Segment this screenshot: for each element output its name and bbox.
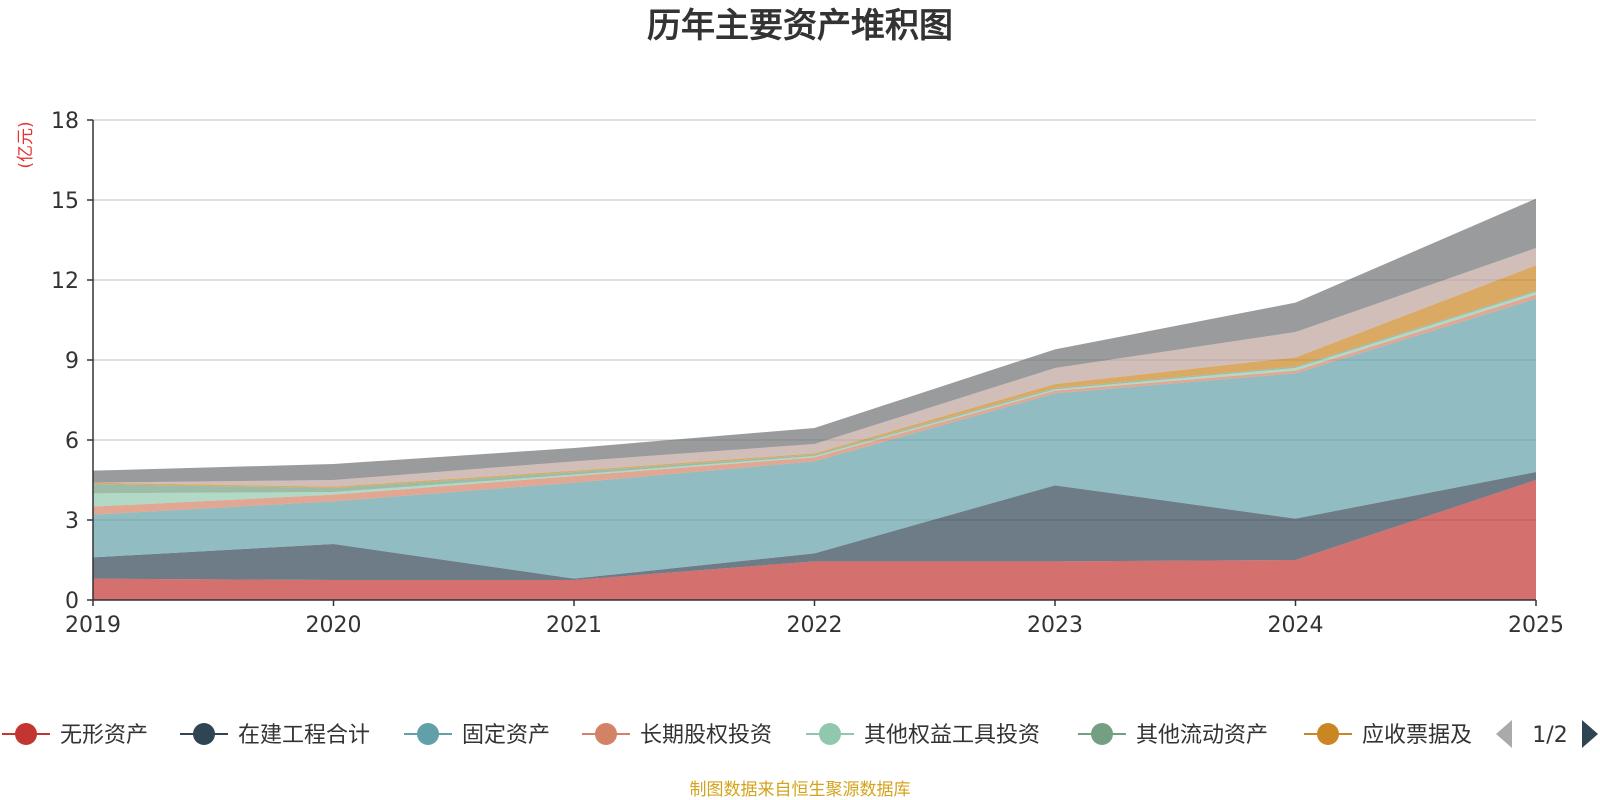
y-axis-unit-label: (亿元) — [16, 121, 36, 168]
legend-circle-marker — [15, 723, 37, 745]
y-tick-label: 9 — [65, 349, 79, 374]
x-tick-label: 2024 — [1268, 613, 1324, 638]
chart-title: 历年主要资产堆积图 — [647, 6, 953, 46]
legend-circle-marker — [1091, 723, 1113, 745]
legend-item[interactable]: 应收票据及 — [1304, 723, 1472, 748]
y-tick-label: 18 — [51, 109, 79, 134]
legend-item[interactable]: 其他流动资产 — [1078, 723, 1268, 748]
y-tick-label: 12 — [51, 269, 79, 294]
x-tick-label: 2022 — [787, 613, 843, 638]
legend-item[interactable]: 在建工程合计 — [180, 723, 370, 748]
legend-label: 应收票据及 — [1362, 723, 1472, 748]
legend-label: 固定资产 — [462, 723, 550, 748]
legend-label: 在建工程合计 — [238, 723, 370, 748]
legend-label: 其他权益工具投资 — [864, 723, 1040, 748]
legend-label: 无形资产 — [60, 723, 148, 748]
legend-next-page-icon[interactable] — [1582, 720, 1598, 748]
area-1 — [93, 480, 1536, 600]
legend-item[interactable]: 无形资产 — [2, 723, 148, 748]
x-tick-label: 2019 — [65, 613, 121, 638]
area-2 — [93, 472, 1536, 580]
legend-label: 长期股权投资 — [640, 723, 772, 748]
data-source-note: 制图数据来自恒生聚源数据库 — [690, 780, 911, 800]
legend-label: 其他流动资产 — [1136, 723, 1268, 748]
x-tick-label: 2020 — [306, 613, 362, 638]
y-tick-label: 0 — [65, 589, 79, 614]
x-tick-label: 2023 — [1027, 613, 1083, 638]
legend-item[interactable]: 固定资产 — [404, 723, 550, 748]
legend-circle-marker — [819, 723, 841, 745]
legend-circle-marker — [193, 723, 215, 745]
x-tick-label: 2025 — [1508, 613, 1564, 638]
legend-prev-page-icon[interactable] — [1496, 720, 1512, 748]
x-axis-ticks: 2019 2020 2021 2022 2023 2024 2025 — [65, 600, 1564, 638]
area-series — [93, 198, 1536, 600]
x-tick-label: 2021 — [546, 613, 602, 638]
y-axis-ticks: 0 3 6 9 12 15 18 — [51, 109, 93, 614]
legend-circle-marker — [595, 723, 617, 745]
y-tick-label: 15 — [51, 189, 79, 214]
legend-circle-marker — [417, 723, 439, 745]
legend-item[interactable]: 长期股权投资 — [582, 723, 772, 748]
legend-pager: 1/2 — [1496, 720, 1598, 748]
legend: 无形资产 在建工程合计 固定资产 长期股权投资 其他权益工具投资 其他流动资产 应收票据及 — [2, 723, 1472, 748]
area-3 — [93, 298, 1536, 579]
legend-page-indicator: 1/2 — [1532, 723, 1567, 748]
y-tick-label: 3 — [65, 509, 79, 534]
legend-circle-marker — [1317, 723, 1339, 745]
y-tick-label: 6 — [65, 429, 79, 454]
legend-item[interactable]: 其他权益工具投资 — [806, 723, 1040, 748]
